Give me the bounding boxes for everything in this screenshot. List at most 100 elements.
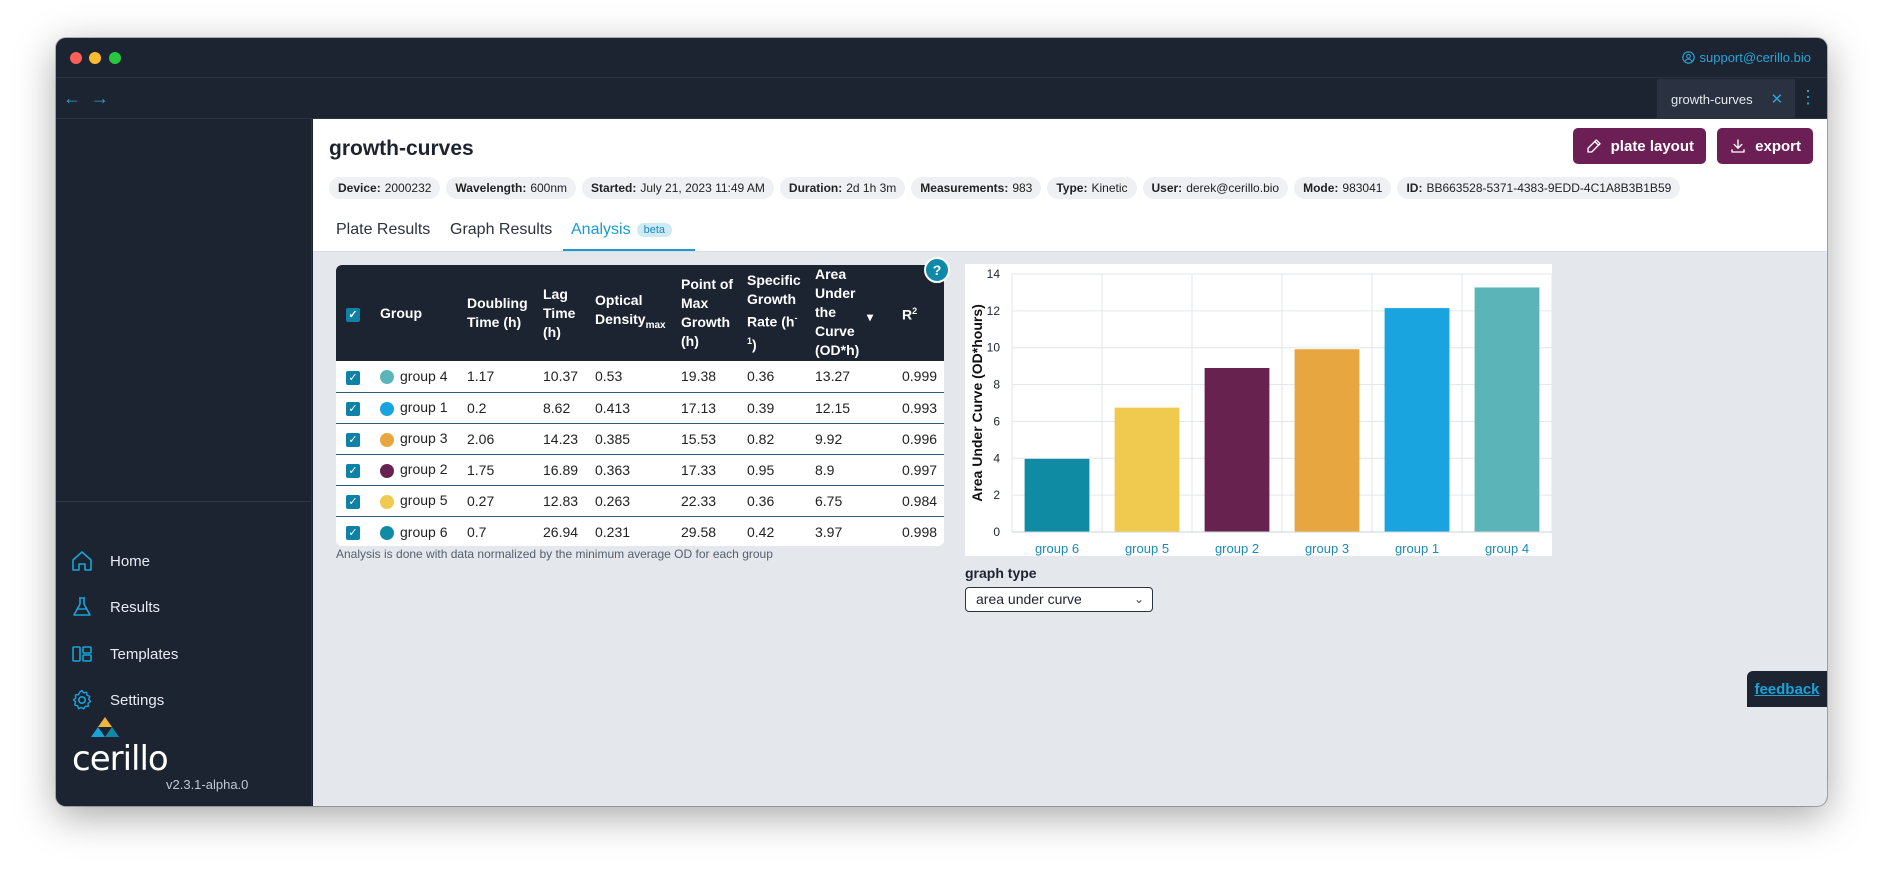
col-specific-growth-rate[interactable]: Specific Growth Rate (h-1) [741,265,809,361]
cell-point-max-growth: 15.53 [681,430,717,447]
cell-point-max-growth: 17.13 [681,399,717,416]
flask-icon [73,597,91,616]
beta-badge: beta [636,222,672,237]
tab-plate-results[interactable]: Plate Results [336,221,430,239]
document-tab[interactable]: growth-curves ✕ [1657,79,1795,119]
row-select-cell: ✓ [336,485,374,516]
col-lag-time[interactable]: Lag Time (h) [543,285,576,340]
group-label: group 3 [400,430,448,447]
table-header-row: ✓ Group Doubling Time (h) Lag Time (h) O… [336,265,944,361]
sidebar-item-templates[interactable]: Templates [70,640,178,668]
graph-type-label: graph type [965,565,1037,581]
y-tick-label: 14 [987,267,1001,281]
feedback-link[interactable]: feedback [1747,671,1827,707]
group-color-swatch [380,494,394,509]
support-link[interactable]: support@cerillo.bio [1681,50,1811,65]
meta-key: Mode: [1303,181,1339,195]
col-r-squared[interactable]: R2 [896,265,944,361]
col-label: Area Under the Curve (OD*h) [815,266,860,358]
templates-icon [72,646,92,662]
row-checkbox[interactable]: ✓ [346,526,360,541]
meta-key: Started: [591,181,637,195]
analysis-table: ✓ Group Doubling Time (h) Lag Time (h) O… [336,265,944,546]
minimize-window-button[interactable] [89,52,101,64]
bar-chart: 0 2 4 6 8 10 12 14 group 6 group 5 group 2 group 3 g… [969,267,1553,556]
col-group[interactable]: Group [380,304,422,321]
col-superscript: -1 [747,313,798,346]
row-checkbox[interactable]: ✓ [346,464,360,478]
x-tick-label: group 3 [1305,541,1349,556]
meta-type: Type: Kinetic [1047,177,1137,199]
forward-arrow-icon[interactable]: → [91,88,109,108]
table-row[interactable]: ✓ group 3 2.06 14.23 0.385 15.53 0.82 9.92 0.996 [336,423,944,454]
cell-optical-density: 0.231 [595,523,631,540]
home-icon [72,551,92,571]
y-tick-label: 8 [993,378,1000,392]
col-doubling-time[interactable]: Doubling Time (h) [467,295,528,330]
sidebar-item-settings[interactable]: Settings [70,686,164,714]
cell-specific-growth-rate: 0.95 [747,461,775,478]
row-select-cell: ✓ [336,392,374,423]
y-tick-label: 6 [993,414,1000,428]
close-tab-icon[interactable]: ✕ [1770,91,1784,108]
cell-specific-growth-rate: 0.82 [747,430,775,447]
cell-area-under-curve: 9.92 [815,430,843,447]
bar-group-1 [1384,308,1450,532]
sort-desc-icon[interactable]: ▾ [867,310,874,324]
cell-r-squared: 0.984 [902,492,938,509]
graph-type-select[interactable]: area under curve ⌄ [965,587,1153,612]
more-menu-icon[interactable]: ⋮ [1799,87,1817,107]
group-label: group 1 [400,399,448,416]
x-tick-label: group 1 [1395,541,1439,556]
meta-key: Wavelength: [455,181,527,195]
plate-layout-button[interactable]: plate layout [1572,128,1706,164]
table-row[interactable]: ✓ group 5 0.27 12.83 0.263 22.33 0.36 6.75 0.984 [336,485,944,516]
select-all-checkbox[interactable]: ✓ [346,307,360,322]
close-window-button[interactable] [70,52,82,64]
col-area-under-curve[interactable]: Area Under the Curve (OD*h) ▾ [809,265,896,361]
meta-key: Device: [338,181,381,195]
cell-lag-time: 10.37 [543,368,579,385]
col-superscript: 2 [912,305,918,316]
meta-value: 983041 [1342,181,1383,195]
back-arrow-icon[interactable]: ← [63,88,81,108]
meta-id: ID: BB663528-5371-4383-9EDD-4C1A8B3B1B59 [1397,177,1681,199]
cell-point-max-growth: 19.38 [681,368,717,385]
cell-r-squared: 0.993 [902,399,938,416]
sidebar-item-label: Templates [110,645,179,663]
help-icon[interactable]: ? [924,257,950,283]
y-tick-label: 0 [993,525,1000,539]
table-row[interactable]: ✓ group 2 1.75 16.89 0.363 17.33 0.95 8.9 0.997 [336,454,944,485]
table-row[interactable]: ✓ group 1 0.2 8.62 0.413 17.13 0.39 12.15 0.993 [336,392,944,423]
sidebar-item-home[interactable]: Home [70,547,150,575]
col-point-max-growth[interactable]: Point of Max Growth (h) [681,276,734,349]
maximize-window-button[interactable] [109,52,121,64]
row-checkbox[interactable]: ✓ [346,402,360,416]
cell-lag-time: 8.62 [543,399,571,416]
sidebar-item-results[interactable]: Results [70,593,160,621]
y-tick-label: 2 [993,488,1000,502]
tab-label: Graph Results [450,221,553,238]
tab-graph-results[interactable]: Graph Results [450,221,552,239]
sidebar-divider [56,501,312,502]
user-circle-icon [1681,51,1695,64]
col-label: Optical Density [595,292,646,328]
table-row[interactable]: ✓ group 4 1.17 10.37 0.53 19.38 0.36 13.27 0.999 [336,361,944,392]
export-button[interactable]: export [1717,128,1813,164]
row-checkbox[interactable]: ✓ [346,370,360,385]
sidebar-item-label: Settings [110,691,165,709]
row-checkbox[interactable]: ✓ [346,433,360,447]
row-select-cell: ✓ [336,423,374,454]
cell-lag-time: 26.94 [543,523,579,540]
meta-value: 983 [1012,181,1033,195]
cell-point-max-growth: 22.33 [681,492,717,509]
y-tick-label: 12 [987,304,1001,318]
meta-value: 600nm [530,181,568,195]
tab-analysis[interactable]: Analysis beta [571,221,672,239]
group-color-swatch [380,370,394,385]
row-checkbox[interactable]: ✓ [346,495,360,509]
group-color-swatch [380,525,394,540]
logo-mark-icon [91,717,119,737]
col-optical-density[interactable]: Optical Densitymax [589,265,675,361]
table-row[interactable]: ✓ group 6 0.7 26.94 0.231 29.58 0.42 3.97 0.998 [336,516,944,546]
